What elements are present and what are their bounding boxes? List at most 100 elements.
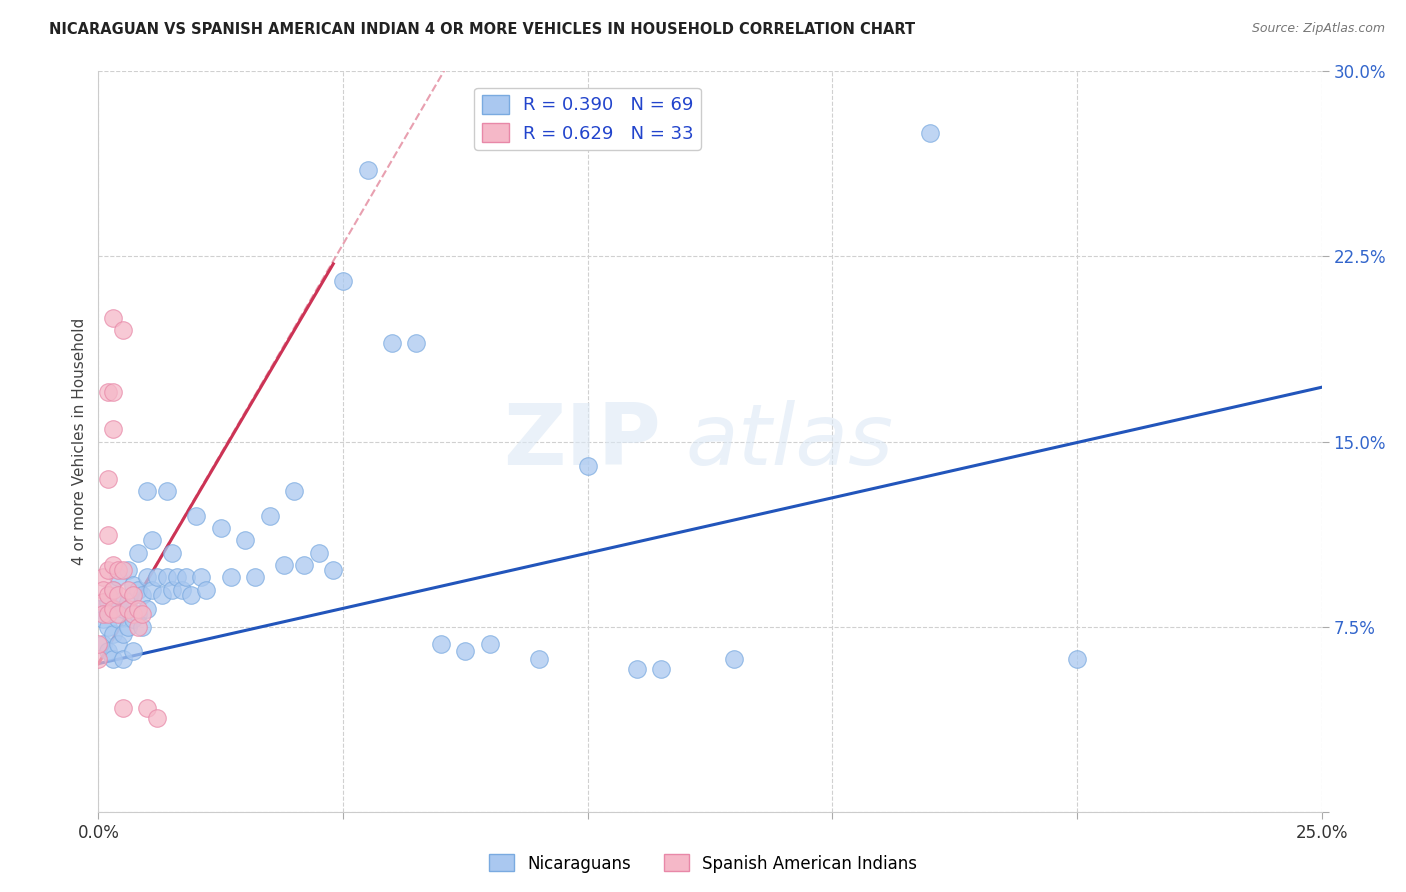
Point	[101, 602, 124, 616]
Point	[381, 335, 404, 350]
Point	[576, 459, 599, 474]
Point	[111, 627, 134, 641]
Point	[156, 483, 179, 498]
Y-axis label: 4 or more Vehicles in Household: 4 or more Vehicles in Household	[72, 318, 87, 566]
Point	[920, 126, 942, 140]
Point	[131, 619, 153, 633]
Point	[101, 582, 124, 597]
Point	[117, 563, 139, 577]
Point	[97, 385, 120, 400]
Point	[190, 570, 212, 584]
Point	[107, 588, 129, 602]
Point	[478, 637, 501, 651]
Point	[101, 422, 124, 436]
Point	[91, 612, 114, 626]
Point	[136, 483, 159, 498]
Point	[322, 563, 344, 577]
Point	[87, 651, 110, 665]
Point	[117, 602, 139, 616]
Point	[111, 701, 134, 715]
Point	[107, 595, 129, 609]
Point	[101, 582, 124, 597]
Point	[156, 570, 179, 584]
Point	[97, 528, 120, 542]
Point	[101, 651, 124, 665]
Point	[405, 335, 427, 350]
Point	[170, 582, 193, 597]
Point	[97, 607, 120, 622]
Point	[111, 602, 134, 616]
Point	[166, 570, 188, 584]
Point	[332, 274, 354, 288]
Point	[111, 563, 134, 577]
Point	[91, 570, 114, 584]
Point	[107, 612, 129, 626]
Point	[91, 607, 114, 622]
Point	[97, 619, 120, 633]
Point	[356, 163, 378, 178]
Point	[273, 558, 295, 572]
Point	[136, 701, 159, 715]
Point	[136, 602, 159, 616]
Point	[107, 637, 129, 651]
Point	[101, 311, 124, 326]
Point	[117, 595, 139, 609]
Point	[141, 533, 163, 548]
Point	[121, 577, 143, 591]
Point	[160, 582, 183, 597]
Point	[107, 563, 129, 577]
Point	[233, 533, 256, 548]
Point	[101, 602, 124, 616]
Point	[186, 508, 208, 523]
Point	[127, 546, 149, 560]
Point	[97, 588, 120, 602]
Point	[283, 483, 305, 498]
Point	[111, 324, 134, 338]
Point	[111, 651, 134, 665]
Point	[101, 558, 124, 572]
Point	[308, 546, 330, 560]
Point	[131, 607, 153, 622]
Point	[117, 582, 139, 597]
Point	[146, 711, 169, 725]
Point	[127, 619, 149, 633]
Legend: Nicaraguans, Spanish American Indians: Nicaraguans, Spanish American Indians	[482, 847, 924, 880]
Point	[209, 521, 232, 535]
Point	[180, 588, 202, 602]
Point	[87, 602, 110, 616]
Legend: R = 0.390   N = 69, R = 0.629   N = 33: R = 0.390 N = 69, R = 0.629 N = 33	[474, 87, 702, 150]
Point	[136, 570, 159, 584]
Point	[91, 595, 114, 609]
Point	[243, 570, 266, 584]
Point	[150, 588, 173, 602]
Point	[91, 582, 114, 597]
Point	[723, 651, 745, 665]
Point	[131, 588, 153, 602]
Point	[454, 644, 477, 658]
Point	[141, 582, 163, 597]
Point	[121, 612, 143, 626]
Point	[292, 558, 315, 572]
Point	[430, 637, 453, 651]
Point	[219, 570, 242, 584]
Point	[117, 619, 139, 633]
Point	[176, 570, 198, 584]
Point	[195, 582, 218, 597]
Text: Source: ZipAtlas.com: Source: ZipAtlas.com	[1251, 22, 1385, 36]
Point	[626, 662, 648, 676]
Point	[97, 595, 120, 609]
Text: atlas: atlas	[686, 400, 894, 483]
Point	[87, 637, 110, 651]
Point	[127, 607, 149, 622]
Point	[650, 662, 672, 676]
Point	[259, 508, 281, 523]
Point	[121, 644, 143, 658]
Point	[146, 570, 169, 584]
Point	[1066, 651, 1088, 665]
Point	[107, 607, 129, 622]
Point	[97, 563, 120, 577]
Point	[121, 588, 143, 602]
Point	[101, 627, 124, 641]
Point	[101, 385, 124, 400]
Point	[97, 644, 120, 658]
